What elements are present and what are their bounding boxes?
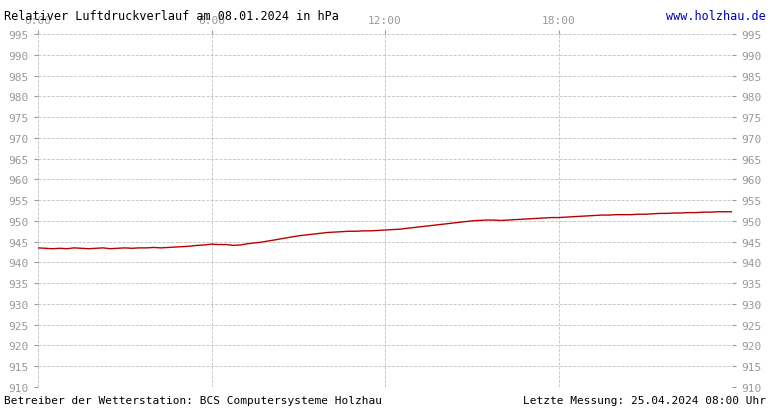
Text: Relativer Luftdruckverlauf am 08.01.2024 in hPa: Relativer Luftdruckverlauf am 08.01.2024… — [4, 10, 339, 23]
Text: www.holzhau.de: www.holzhau.de — [666, 10, 766, 23]
Text: Betreiber der Wetterstation: BCS Computersysteme Holzhau: Betreiber der Wetterstation: BCS Compute… — [4, 395, 382, 405]
Text: Letzte Messung: 25.04.2024 08:00 Uhr: Letzte Messung: 25.04.2024 08:00 Uhr — [523, 395, 766, 405]
